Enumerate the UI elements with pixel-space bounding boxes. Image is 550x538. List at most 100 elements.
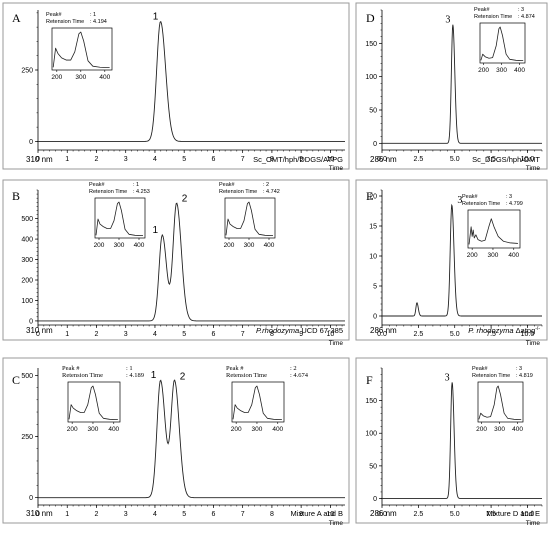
y-tick-label: 500	[21, 216, 33, 223]
peak-label: 2	[182, 193, 188, 204]
uv-spectrum-inset: Peak#: 1 Retension Time: 4.253 200 300 400	[89, 182, 150, 249]
inset-rt-label: Retension Time	[472, 373, 510, 379]
x-tick-label: 2.5	[413, 331, 423, 338]
y-tick-label: 200	[21, 278, 33, 285]
y-tick-label: 0	[373, 141, 377, 148]
uv-spectrum-trace	[52, 31, 110, 69]
inset-peak-value: : 3	[516, 366, 522, 372]
x-tick-label: 7	[241, 511, 245, 518]
y-tick-label: 20	[369, 194, 377, 201]
sample-label: Sc_OMT/hph/DDGS/ATPG	[253, 155, 343, 164]
x-tick-label: 4	[153, 156, 157, 163]
inset-rt-value: : 4.742	[263, 189, 280, 195]
inset-tick-label: 200	[467, 252, 478, 259]
inset-tick-label: 400	[514, 67, 525, 74]
uv-spectrum-trace	[468, 218, 518, 245]
sample-label-italic: P. rhodozyma	[468, 326, 513, 335]
chart-panel-f: 0 50 100 150 0.0 2.5 5.0 7.5 10.0 Time 3 F 286 nm Mix…	[355, 357, 548, 527]
x-tick-label: 7.5	[486, 156, 496, 163]
x-tick-label: 0.0	[377, 156, 387, 163]
x-tick-label: 1	[65, 331, 69, 338]
chart-panel-d: 0 50 100 150 0.0 2.5 5.0 7.5 10.0 Time 3 D 286 nm Sc_…	[355, 2, 548, 172]
inset-tick-label: 200	[476, 426, 487, 433]
x-tick-label: 0.0	[377, 511, 387, 518]
inset-rt-value: : 4.819	[516, 373, 533, 379]
uv-spectrum-inset: Peak #: 1 Retension Time: 4.189 200 300 400	[62, 365, 144, 433]
x-tick-label: 3	[124, 331, 128, 338]
inset-frame	[479, 22, 526, 64]
panel-letter: A	[12, 11, 21, 25]
inset-rt-value: : 4.194	[90, 19, 107, 25]
inset-tick-label: 300	[488, 252, 499, 259]
y-tick-label: 100	[21, 298, 33, 305]
sample-label-text: Sc_OMT/hph/DDGS/ATPG	[253, 155, 343, 164]
y-tick-label: 0	[29, 139, 33, 146]
chromatogram-trace	[38, 20, 345, 142]
inset-tick-label: 300	[496, 67, 507, 74]
x-tick-label: 1	[65, 511, 69, 518]
x-tick-label: 0	[36, 156, 40, 163]
inset-rt-label: Retension Time	[46, 19, 84, 25]
peak-label: 2	[180, 371, 186, 382]
y-tick-label: 50	[369, 463, 377, 470]
x-tick-label: 5.0	[450, 156, 460, 163]
y-tick-label: 15	[369, 224, 377, 231]
inset-tick-label: 400	[264, 242, 275, 249]
uv-spectrum-inset: Peak#: 3 Retension Time: 4.874 200 300 400	[474, 7, 535, 74]
inset-tick-label: 300	[244, 242, 255, 249]
panel-letter: D	[366, 11, 375, 25]
x-axis-label: Time	[526, 520, 541, 527]
panel-frame	[355, 179, 548, 341]
uv-spectrum-trace	[480, 26, 524, 62]
x-tick-label: 7	[241, 331, 245, 338]
inset-rt-label: Retension Time	[226, 372, 267, 379]
uv-spectrum-trace	[225, 201, 274, 237]
inset-tick-label: 300	[114, 242, 125, 249]
inset-tick-label: 300	[88, 426, 99, 433]
uv-spectrum-trace	[478, 385, 522, 421]
x-tick-label: 7	[241, 156, 245, 163]
sample-label-text: Sc_DDGS/hph/OMT	[472, 155, 540, 164]
inset-tick-label: 400	[108, 426, 119, 433]
y-tick-label: 150	[365, 41, 377, 48]
x-tick-label: 7.5	[486, 331, 496, 338]
x-tick-label: 2	[95, 156, 99, 163]
x-axis-label: Time	[329, 340, 344, 347]
inset-tick-label: 400	[272, 426, 283, 433]
y-tick-label: 250	[21, 434, 33, 441]
sample-label-text: Δatpg	[516, 326, 536, 335]
x-axis-label: Time	[329, 520, 344, 527]
wavelength-label: 310 nm	[26, 326, 53, 335]
x-tick-label: 10	[326, 156, 334, 163]
inset-peak-value: : 2	[263, 182, 269, 188]
x-tick-label: 5.0	[450, 331, 460, 338]
x-tick-label: 6	[211, 331, 215, 338]
sample-label-italic: P.rhodozyma	[256, 326, 299, 335]
inset-tick-label: 400	[134, 242, 145, 249]
inset-tick-label: 200	[67, 426, 78, 433]
x-tick-label: 2	[95, 331, 99, 338]
x-tick-label: 10.0	[521, 331, 535, 338]
panel-frame	[355, 2, 548, 170]
wavelength-label: 286 nm	[370, 509, 397, 518]
inset-peak-label: Peak #	[226, 365, 244, 372]
inset-peak-value: : 1	[133, 182, 139, 188]
y-tick-label: 250	[21, 68, 33, 75]
inset-peak-label: Peak#	[474, 7, 491, 13]
x-tick-label: 8	[270, 156, 274, 163]
sample-label-text: Mixture A and B	[290, 509, 343, 518]
x-tick-label: 4	[153, 331, 157, 338]
x-tick-label: 10.0	[521, 511, 535, 518]
y-tick-label: 0	[29, 495, 33, 502]
sample-label: Sc_DDGS/hph/OMT	[472, 155, 540, 164]
y-tick-label: 0	[29, 318, 33, 325]
x-axis-label: Time	[526, 340, 541, 347]
panel-letter: B	[12, 189, 20, 203]
inset-frame	[94, 197, 146, 239]
x-tick-label: 5.0	[450, 511, 460, 518]
inset-frame	[231, 381, 285, 423]
wavelength-label: 310 nm	[26, 509, 53, 518]
x-tick-label: 0	[36, 511, 40, 518]
x-tick-label: 10	[326, 511, 334, 518]
inset-tick-label: 200	[478, 67, 489, 74]
